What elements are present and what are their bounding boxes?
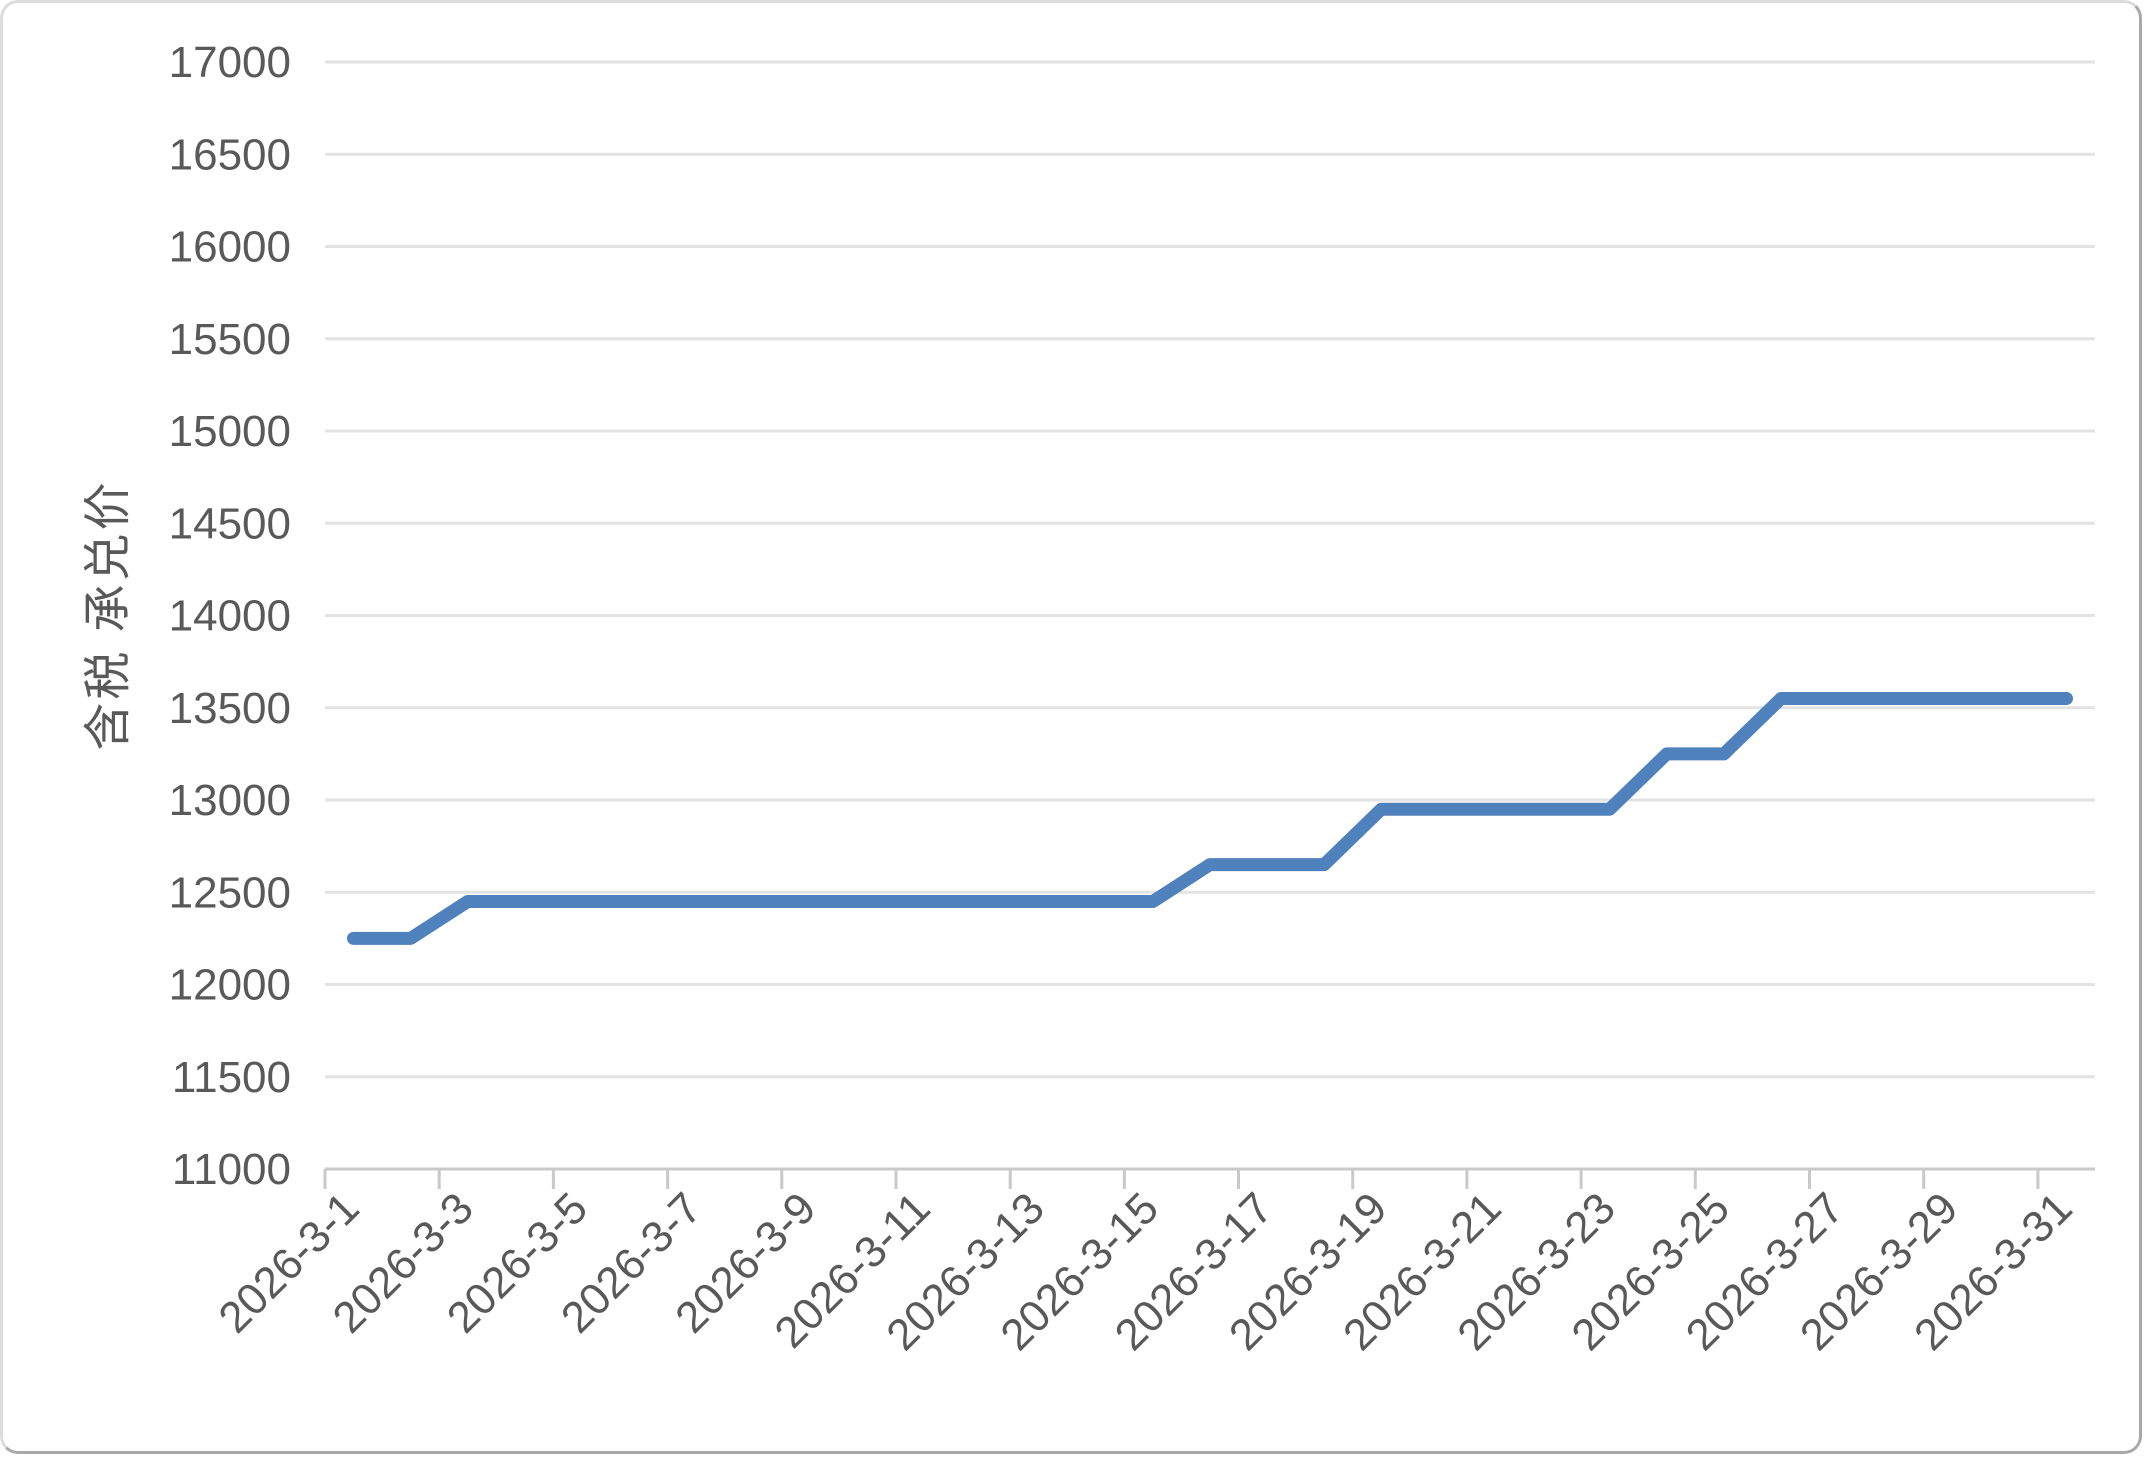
- y-axis-title: 含税 承兑价: [82, 479, 135, 751]
- y-tick-label: 11000: [172, 1145, 291, 1194]
- y-tick-label: 11500: [172, 1053, 291, 1102]
- y-tick-label: 14000: [169, 592, 291, 641]
- y-tick-label: 17000: [169, 38, 291, 87]
- y-tick-label: 12000: [169, 961, 291, 1010]
- y-tick-label: 13500: [169, 684, 291, 733]
- y-tick-label: 14500: [169, 499, 291, 548]
- y-tick-label: 12500: [169, 868, 291, 917]
- chart-canvas: 11000 11500 12000 12500 13000 13500 14000 14500…: [169, 38, 2095, 1360]
- price-line-series: [347, 692, 2073, 945]
- y-tick-label: 15000: [169, 407, 291, 456]
- y-tick-label: 13000: [169, 776, 291, 825]
- y-tick-label: 15500: [169, 315, 291, 364]
- y-tick-label: 16000: [169, 223, 291, 272]
- y-tick-label: 16500: [169, 130, 291, 179]
